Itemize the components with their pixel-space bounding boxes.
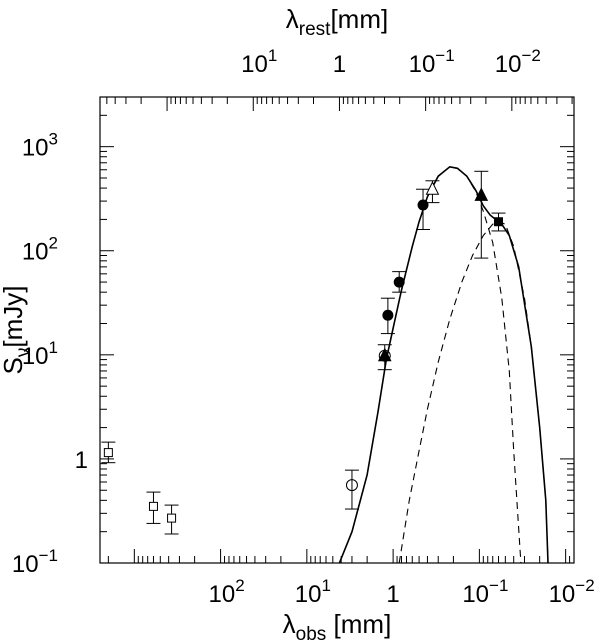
y-tick-label-mantissa: 10: [22, 239, 49, 266]
y-axis-title-rest: [mJy]: [0, 286, 28, 348]
x-tick-label: 102: [209, 576, 245, 608]
plot-frame: [99, 96, 575, 564]
y-tick-label-mantissa: 10: [22, 343, 49, 370]
x-tick-label: 10−2: [549, 576, 595, 608]
top-x-tick-label-mantissa: 10: [495, 51, 522, 78]
y-axis-title-sub: ν: [13, 348, 34, 358]
top-x-tick-label: 1: [333, 51, 346, 78]
y-tick-label-mantissa: 1: [75, 447, 88, 474]
x-tick-label: 101: [295, 576, 331, 608]
x-tick-label-mantissa: 1: [386, 581, 399, 608]
top-x-tick-label-exponent: −2: [521, 46, 540, 65]
y-tick-label-exponent: −1: [39, 546, 58, 565]
top-x-tick-label-mantissa: 10: [241, 51, 268, 78]
x-tick-label-mantissa: 10: [295, 581, 322, 608]
y-tick-label: 10−1: [12, 546, 58, 578]
marker-filled-circle: [382, 309, 394, 321]
top-x-tick-label: 10−2: [495, 46, 541, 78]
y-tick-label-mantissa: 10: [22, 135, 49, 162]
top-x-tick-label: 10−1: [409, 46, 455, 78]
x-axis-title-base: λ: [283, 609, 296, 639]
y-tick-label: 1: [75, 447, 88, 474]
model-curve-component-2: [398, 221, 549, 563]
marker-filled-circle: [417, 199, 429, 211]
y-tick-label-exponent: 1: [49, 338, 58, 357]
marker-open-circle: [345, 479, 358, 492]
x-axis-title-sub: obs: [296, 624, 327, 642]
top-x-axis-title: λrest[mm]: [286, 4, 388, 40]
marker-filled-circle: [393, 276, 405, 288]
top-x-tick-label-mantissa: 1: [333, 51, 346, 78]
top-x-tick-label-exponent: 1: [268, 46, 277, 65]
x-tick-label-exponent: 1: [321, 576, 330, 595]
y-tick-label-exponent: 3: [49, 130, 58, 149]
top-x-axis-title-sub: rest: [299, 19, 331, 40]
model-curves: [338, 165, 549, 563]
y-tick-label: 101: [22, 338, 58, 370]
marker-open-square: [148, 501, 158, 511]
x-tick-label-mantissa: 10: [462, 581, 489, 608]
x-tick-label-exponent: −2: [575, 576, 594, 595]
top-x-tick-label: 101: [241, 46, 277, 78]
marker-open-square: [167, 513, 177, 523]
data-points: [101, 170, 506, 535]
model-curve-component-1: [338, 166, 522, 563]
x-axis-title-rest: [mm]: [326, 609, 391, 639]
marker-open-circle: [378, 349, 391, 362]
x-axis-title: λobs [mm]: [283, 609, 392, 642]
y-axis-title: Sν[mJy]: [0, 286, 34, 375]
x-tick-label: 1: [386, 581, 399, 608]
top-x-tick-label-mantissa: 10: [409, 51, 436, 78]
marker-filled-triangle: [474, 187, 489, 201]
top-x-axis-title-rest: [mm]: [330, 4, 388, 34]
x-tick-label: 10−1: [462, 576, 508, 608]
y-tick-label-exponent: 2: [49, 234, 58, 253]
top-x-axis-title-base: λ: [286, 4, 299, 34]
y-tick-label-mantissa: 10: [12, 551, 39, 578]
marker-open-square: [103, 448, 113, 458]
top-x-tick-label-exponent: −1: [435, 46, 454, 65]
x-tick-label-mantissa: 10: [209, 581, 236, 608]
y-tick-label: 103: [22, 130, 58, 162]
x-tick-label-exponent: 2: [235, 576, 244, 595]
marker-open-triangle: [425, 181, 440, 195]
y-tick-label: 102: [22, 234, 58, 266]
x-tick-label-mantissa: 10: [549, 581, 576, 608]
marker-filled-square: [494, 217, 504, 227]
x-tick-label-exponent: −1: [489, 576, 508, 595]
y-axis-title-base: S: [0, 357, 28, 374]
